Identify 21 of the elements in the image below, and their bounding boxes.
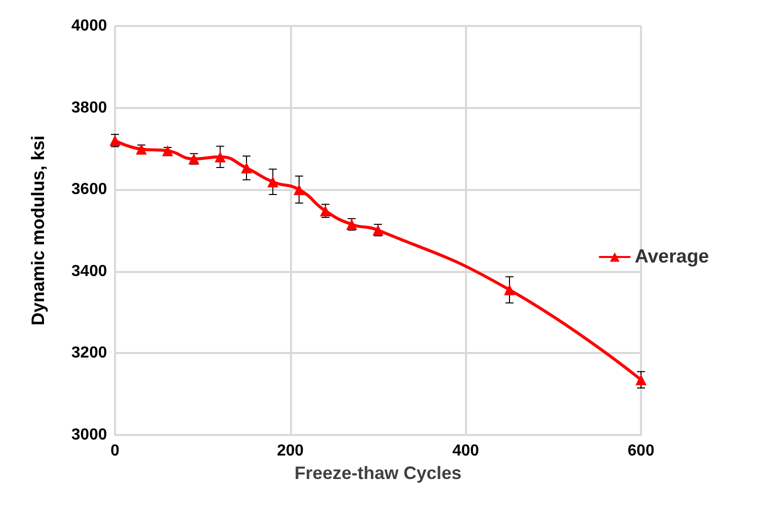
x-tick-label: 200 bbox=[276, 442, 304, 460]
point bbox=[110, 135, 120, 146]
y-tick-label: 3600 bbox=[71, 181, 108, 198]
x-tick-label: 600 bbox=[628, 442, 654, 460]
y-tick-label: 4000 bbox=[71, 18, 108, 34]
y-tick-label: 3000 bbox=[71, 426, 108, 444]
point bbox=[636, 374, 646, 386]
point bbox=[136, 144, 147, 155]
legend-label: Average bbox=[634, 246, 710, 268]
point bbox=[214, 151, 226, 162]
y-tick-label: 3800 bbox=[71, 99, 108, 116]
point bbox=[267, 176, 278, 188]
y-axis-title: Dynamic modulus, ksi bbox=[28, 135, 48, 326]
x-tick-label: 400 bbox=[452, 442, 480, 460]
y-tick-label: 3200 bbox=[71, 344, 108, 362]
point bbox=[241, 162, 252, 174]
point bbox=[504, 284, 515, 296]
x-axis-title: Freeze-thaw Cycles bbox=[294, 462, 462, 483]
y-tick-label: 3400 bbox=[71, 262, 108, 280]
point bbox=[294, 184, 305, 196]
x-tick-label: 0 bbox=[110, 442, 120, 460]
